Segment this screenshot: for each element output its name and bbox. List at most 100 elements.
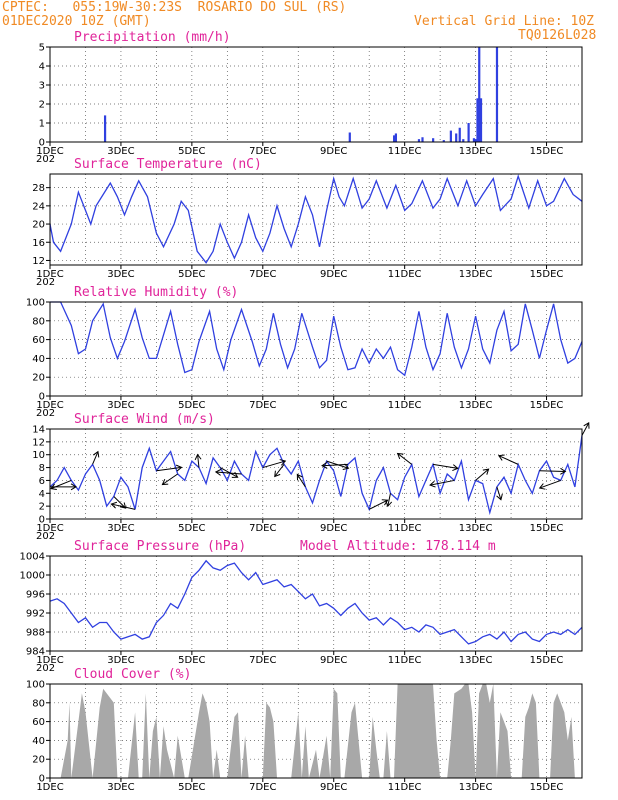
wind-arrow: [197, 454, 200, 468]
x-tick-label: 9DEC: [320, 782, 347, 793]
x-tick-label: 15DEC: [530, 655, 564, 666]
precip-bar: [479, 98, 483, 142]
wind-arrow: [498, 455, 519, 465]
y-tick-label: 60: [32, 717, 45, 728]
wind-arrow: [50, 479, 72, 490]
y-tick-label: 80: [32, 698, 45, 709]
precip-bar: [472, 138, 476, 142]
x-tick-label: 9DEC: [320, 523, 347, 534]
wind-arrow-head: [296, 473, 303, 481]
x-tick-label: 9DEC: [320, 655, 347, 666]
precip-bar: [442, 140, 445, 142]
panel-frame: [49, 555, 583, 652]
wind-arrow: [111, 503, 136, 510]
y-tick-label: 6: [39, 476, 45, 487]
wind-arrow: [539, 479, 561, 489]
temp-title: Surface Temperature (nC): [74, 157, 262, 172]
wind-arrow-head: [321, 462, 328, 469]
wind-arrow: [162, 473, 178, 485]
y-tick-label: 5: [39, 43, 45, 54]
wind-arrow-head: [161, 479, 169, 486]
y-tick-label: 14: [32, 425, 45, 436]
wind-arrow: [322, 463, 348, 467]
panel-cloud: Cloud Cover (%) 0 20 40 60 80 100 1DEC 3DEC 5DEC 7…: [26, 667, 583, 793]
x-tick-label: 1DEC: [36, 655, 63, 666]
precip-bar: [348, 132, 351, 142]
x-tick-label: 11DEC: [388, 400, 422, 411]
panel-frame: [49, 301, 583, 397]
precip-bar: [394, 133, 397, 142]
year-mark: 202: [36, 663, 55, 674]
wind-arrow-head: [70, 483, 77, 491]
cloud-title: Cloud Cover (%): [74, 667, 191, 682]
y-tick-label: 0: [39, 515, 45, 526]
x-tick-label: 11DEC: [388, 782, 422, 793]
x-tick-label: 5DEC: [178, 655, 205, 666]
x-tick-label: 5DEC: [178, 269, 205, 280]
y-tick-label: 100: [26, 680, 45, 691]
panel-temp: Surface Temperature (nC) 12 16 20 24 28 1DEC 3D…: [32, 157, 583, 288]
y-tick-label: 992: [26, 609, 45, 620]
wind-arrow-head: [119, 502, 127, 509]
precip-bar: [467, 123, 470, 142]
x-tick-label: 3DEC: [107, 269, 134, 280]
y-tick-label: 2: [39, 502, 45, 513]
y-tick-label: 16: [32, 238, 45, 249]
panel-frame: [49, 46, 583, 143]
x-tick-label: 9DEC: [320, 269, 347, 280]
x-tick-label: 13DEC: [459, 523, 493, 534]
y-tick-label: 2: [39, 100, 45, 111]
y-tick-label: 20: [32, 220, 45, 231]
x-tick-label: 9DEC: [320, 146, 347, 157]
wind-arrow: [262, 460, 286, 469]
y-tick-label: 0: [39, 392, 45, 403]
x-tick-label: 11DEC: [388, 269, 422, 280]
wind-arrow-head: [381, 499, 389, 506]
wind-arrow: [92, 451, 99, 465]
x-tick-label: 13DEC: [459, 782, 493, 793]
x-tick-label: 15DEC: [530, 782, 564, 793]
wind-arrow: [215, 471, 242, 475]
wind-arrow: [368, 499, 388, 510]
wind-arrow: [475, 468, 489, 481]
grid-note: Vertical Grid Line: 10Z: [414, 14, 595, 29]
wind-arrow-head: [92, 450, 100, 458]
wind-title: Surface Wind (m/s): [74, 412, 215, 427]
x-tick-label: 1DEC: [36, 400, 63, 411]
location-header: CPTEC: 055:19W-30:23S ROSARIO DO SUL (RS…: [2, 0, 347, 15]
wind-arrow-head: [279, 459, 287, 466]
wind-arrow-head: [175, 464, 183, 472]
wind-arrow: [156, 466, 182, 472]
wind-arrow: [432, 463, 458, 469]
x-tick-label: 15DEC: [530, 400, 564, 411]
y-tick-label: 100: [26, 298, 45, 309]
precip-bar: [432, 138, 435, 142]
precip-bar: [495, 47, 499, 142]
wind-arrow: [113, 496, 126, 509]
temp-series-line: [49, 174, 583, 264]
rh-series-line: [50, 301, 583, 377]
year-mark: 202: [36, 408, 55, 419]
wind-arrow-head: [497, 454, 505, 461]
wind-arrow: [539, 470, 566, 472]
x-tick-label: 3DEC: [107, 146, 134, 157]
x-tick-label: 11DEC: [388, 146, 422, 157]
x-tick-label: 13DEC: [459, 269, 493, 280]
wind-arrow-head: [429, 480, 436, 488]
wind-arrow-head: [452, 464, 459, 471]
year-mark: 202: [36, 277, 55, 288]
wind-arrow: [496, 486, 502, 500]
wind-arrow-head: [496, 493, 503, 501]
y-tick-label: 4: [39, 489, 45, 500]
precip-title: Precipitation (mm/h): [74, 30, 231, 45]
panel-frame: [49, 683, 583, 779]
x-tick-label: 3DEC: [107, 782, 134, 793]
wind-arrow: [387, 493, 391, 507]
precip-bar: [462, 139, 465, 142]
panel-rh: Relative Humidity (%) 0 20 40 60 80 100 1DEC 3DE…: [26, 285, 583, 419]
wind-arrow: [274, 464, 285, 477]
y-tick-label: 1000: [20, 571, 45, 582]
wind-arrow-head: [50, 483, 57, 491]
